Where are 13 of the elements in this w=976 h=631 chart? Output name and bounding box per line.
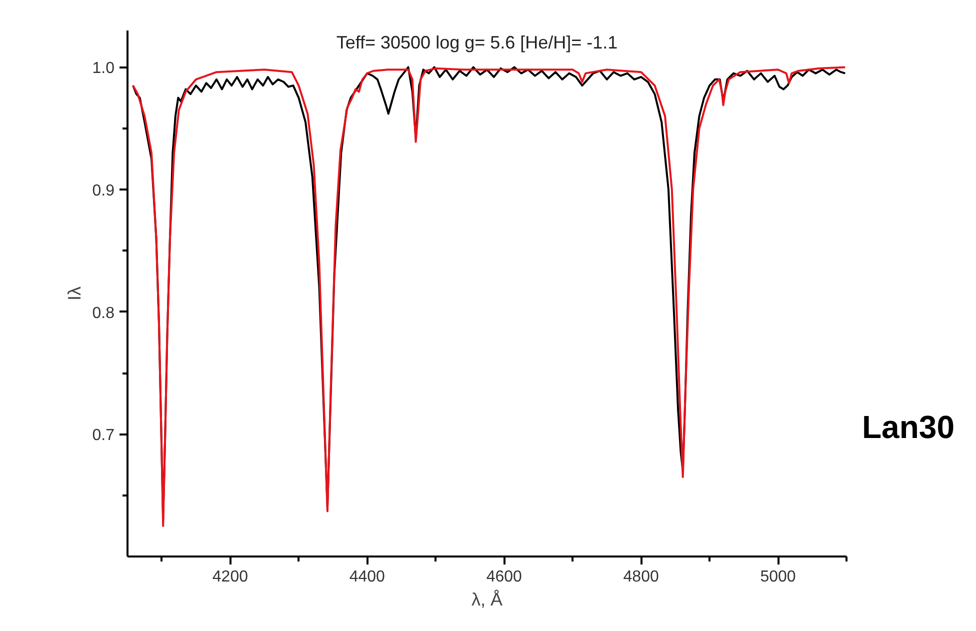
- y-axis-title: Iλ: [64, 286, 84, 300]
- x-tick-label: 5000: [760, 568, 796, 586]
- x-tick-label: 4800: [623, 568, 659, 586]
- y-tick-label: 1.0: [92, 60, 115, 78]
- y-tick-label: 0.9: [92, 182, 115, 200]
- x-tick-label: 4400: [349, 568, 386, 586]
- y-tick-label: 0.7: [92, 427, 115, 444]
- y-tick-label: 0.8: [92, 304, 115, 322]
- x-tick-label: 4600: [486, 568, 522, 586]
- x-tick-label: 4200: [212, 568, 248, 586]
- chart-title: Teff= 30500 log g= 5.6 [He/H]= -1.1: [336, 32, 618, 52]
- x-axis-title: λ, Å: [471, 590, 503, 610]
- text: Lan30: [862, 408, 954, 447]
